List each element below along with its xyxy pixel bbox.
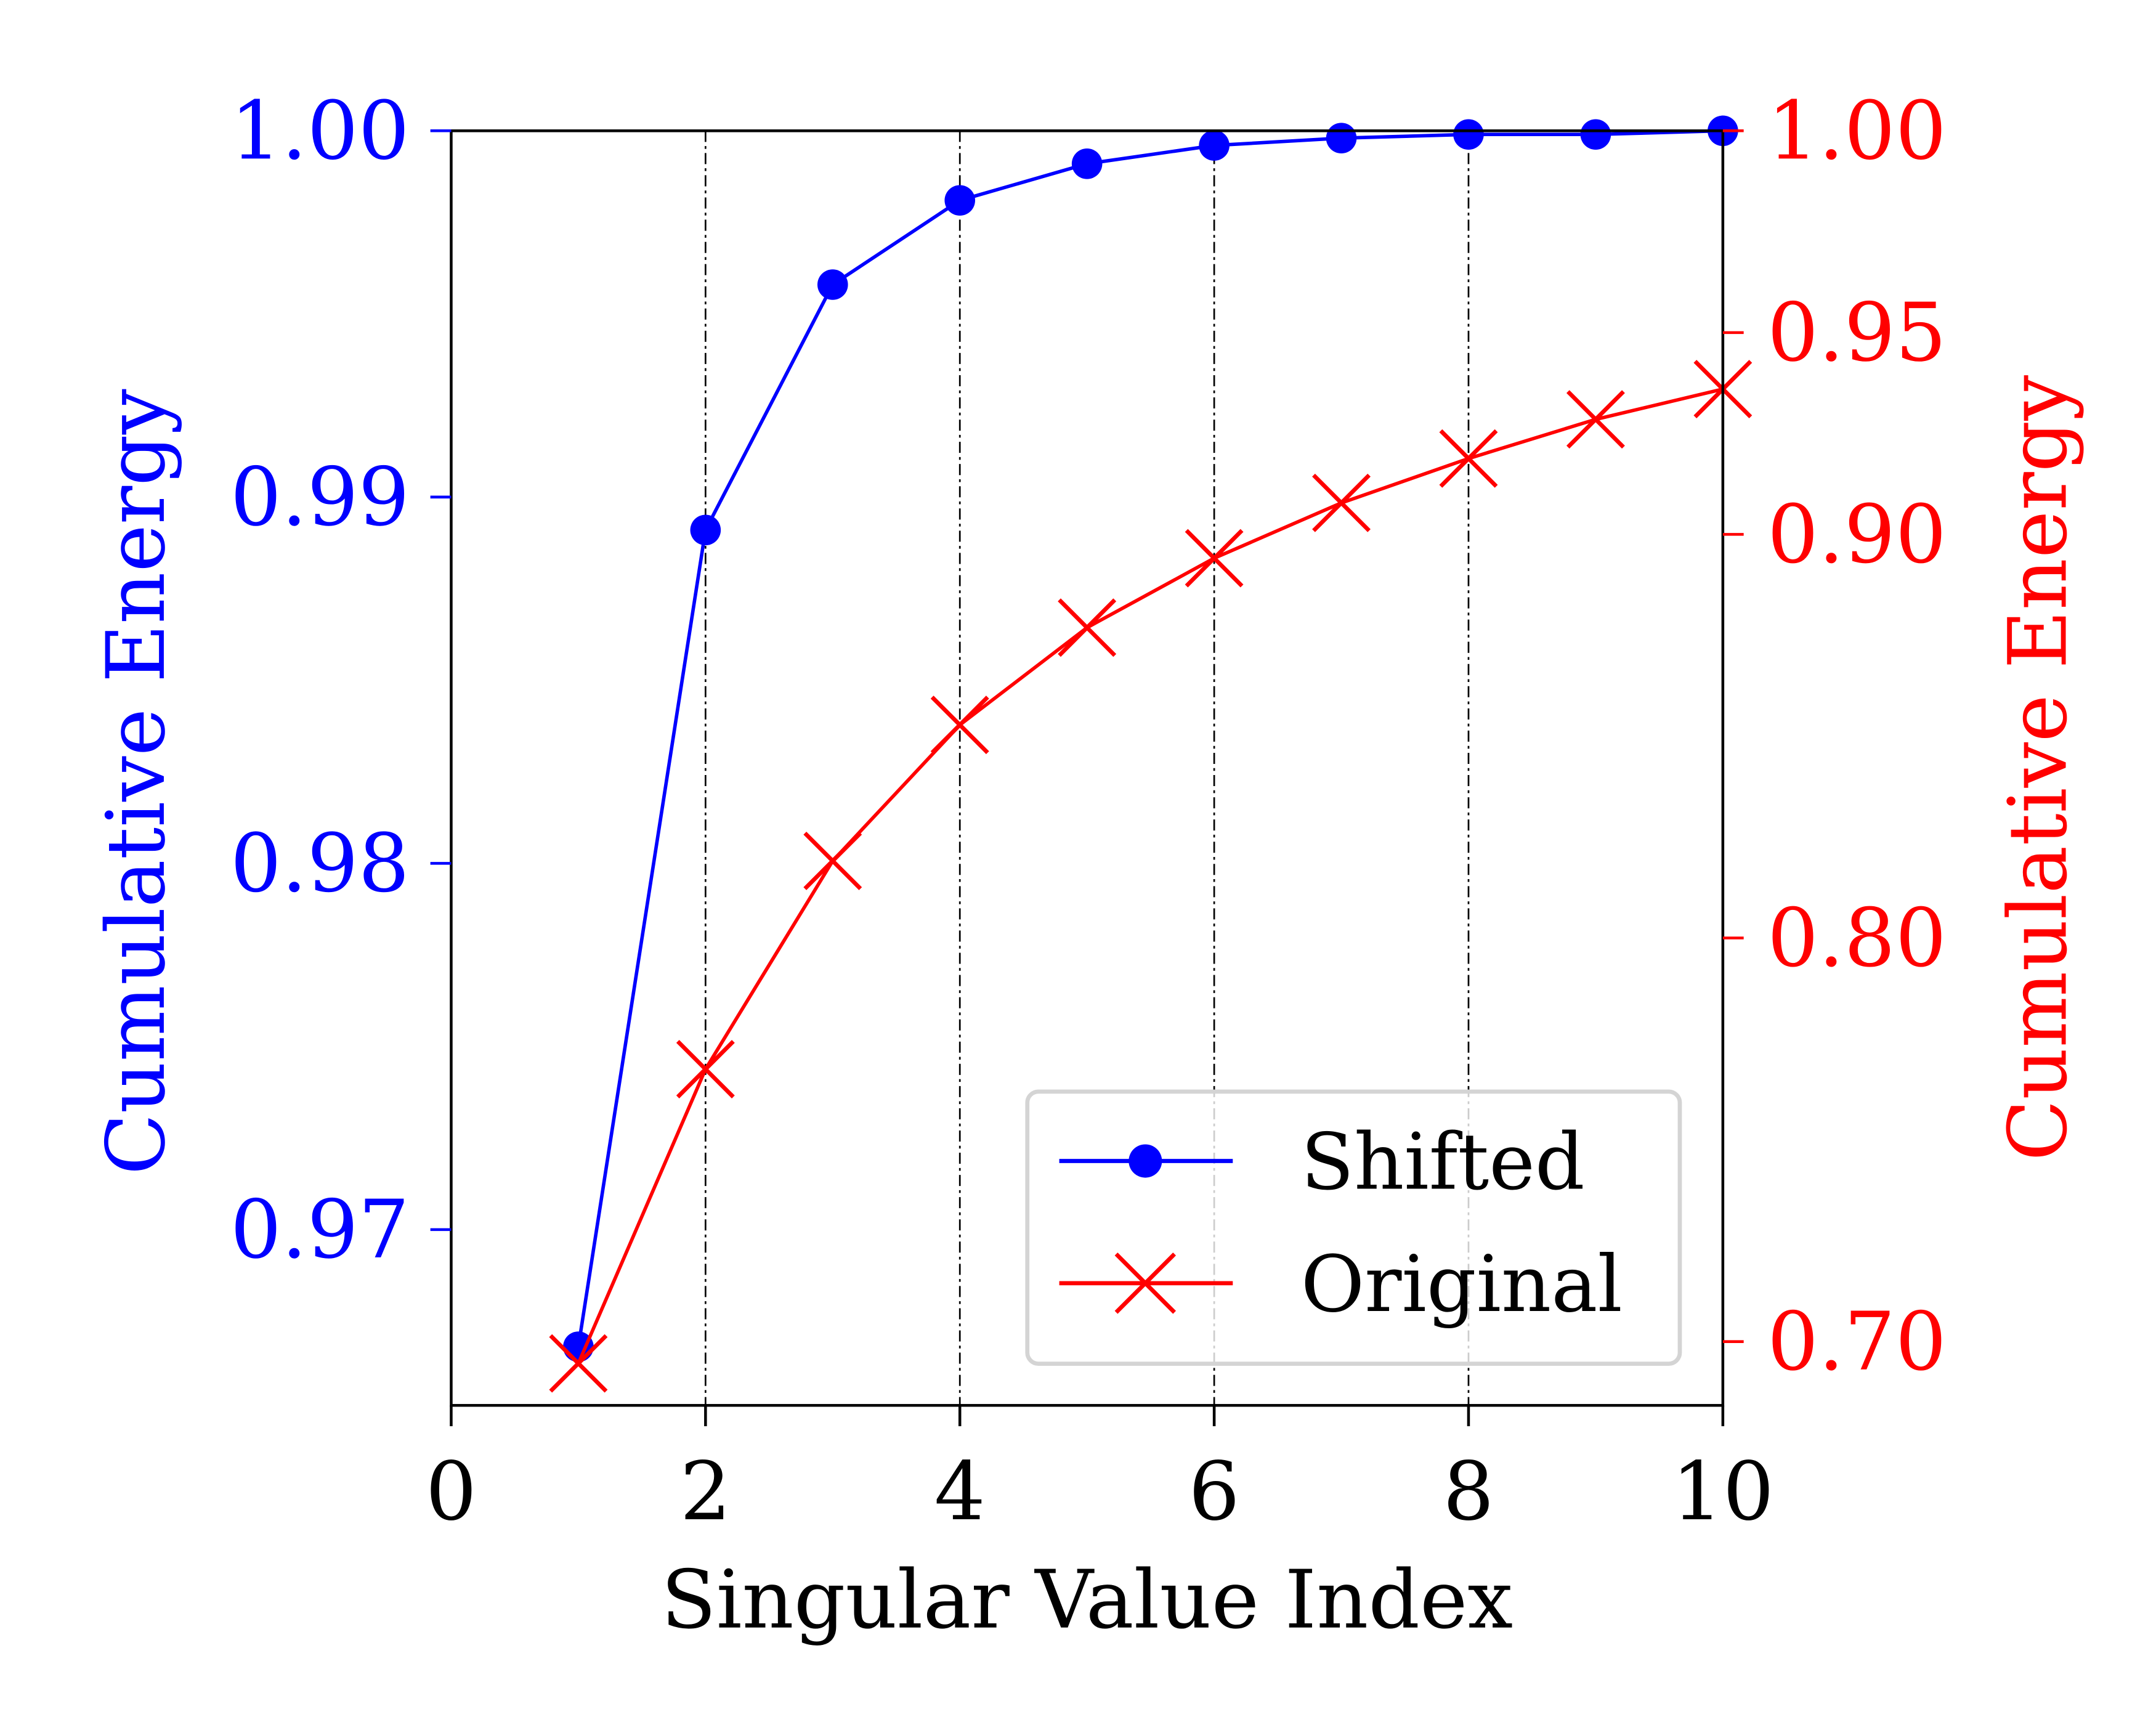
data-point [817,269,848,300]
data-point [1580,119,1611,150]
right-y-tick-label: 0.90 [1767,488,1947,582]
x-axis-label: Singular Value Index [661,1553,1513,1647]
left-y-axis-ticks: 0.97 0.98 0.99 1.00 [230,84,452,1276]
right-y-tick-label: 0.95 [1767,286,1947,380]
axes-frame [450,129,1725,1407]
legend-label-shifted: Shifted [1301,1117,1585,1208]
data-point [944,185,976,216]
data-point [930,696,989,755]
legend-entry-shifted: Shifted [1059,1117,1585,1208]
series-original [549,360,1753,1393]
data-point [676,1040,735,1098]
data-point [803,831,862,890]
left-y-tick-label: 1.00 [230,84,410,177]
data-point [1453,119,1484,150]
left-y-axis-label: Cumulative Energy [89,389,183,1175]
data-point [1185,529,1244,588]
left-y-tick-label: 0.99 [230,450,410,544]
left-y-tick-label: 0.98 [230,816,410,910]
legend-label-original: Original [1301,1239,1623,1329]
x-tick-label: 0 [426,1445,477,1538]
left-y-tick-label: 0.97 [230,1183,410,1276]
right-y-axis-ticks: 0.70 0.80 0.90 0.95 1.00 [1722,84,1947,1389]
legend: Shifted Original [1025,1089,1682,1366]
data-point [1071,148,1103,179]
data-point [690,514,721,546]
x-tick-label: 8 [1443,1445,1494,1538]
legend-entry-original: Original [1059,1239,1623,1329]
x-tick-label: 2 [680,1445,731,1538]
data-point [1326,123,1357,153]
data-point [1566,390,1625,449]
data-point [1058,598,1117,657]
x-marker-icon [1114,1252,1177,1314]
data-point [549,1334,608,1393]
right-y-axis-label: Cumulative Energy [1992,375,2085,1161]
data-point [1312,473,1371,532]
x-tick-label: 10 [1672,1445,1774,1538]
x-tick-label: 4 [934,1445,986,1538]
right-y-tick-label: 0.80 [1767,891,1947,985]
right-y-tick-label: 1.00 [1767,84,1947,177]
plot-series [549,115,1753,1393]
data-point [1439,429,1498,488]
x-axis-ticks: 0 2 4 6 8 10 [426,1405,1774,1538]
x-tick-label: 6 [1189,1445,1240,1538]
right-y-tick-label: 0.70 [1767,1295,1947,1389]
circle-marker-icon [1129,1144,1162,1178]
series-line [577,129,1723,1347]
series-line [577,387,1724,1365]
data-point [1199,130,1230,161]
